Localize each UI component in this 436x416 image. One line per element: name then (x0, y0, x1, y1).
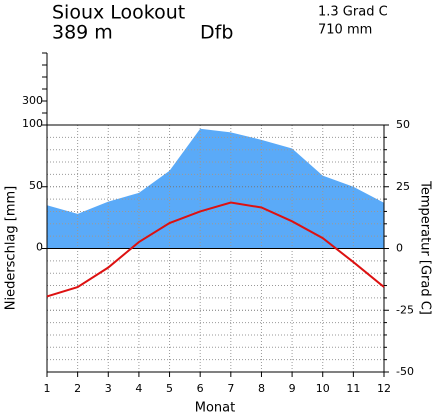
y2-tick-label: -25 (396, 303, 414, 316)
y-tick-label: 0 (36, 241, 43, 254)
x-axis-label: Monat (195, 401, 235, 416)
x-tick-label: 4 (135, 382, 142, 395)
x-tick-label: 9 (289, 382, 296, 395)
y-tick-label: 50 (29, 179, 43, 192)
x-tick-label: 7 (227, 382, 234, 395)
x-tick-label: 8 (258, 382, 265, 395)
temperature-line (46, 201, 385, 298)
x-tick-label: 3 (105, 382, 112, 395)
mean-temperature: 1.3 Grad C (318, 5, 388, 20)
precipitation-area (47, 128, 384, 249)
x-tick-label: 10 (316, 382, 330, 395)
x-tick-label: 5 (166, 382, 173, 395)
x-tick-label: 12 (377, 382, 391, 395)
x-tick-label: 2 (74, 382, 81, 395)
x-tick-label: 1 (44, 382, 51, 395)
y2-tick-label: 25 (396, 180, 410, 193)
annual-precipitation: 710 mm (318, 23, 372, 38)
x-tick-label: 6 (197, 382, 204, 395)
station-name: Sioux Lookout (52, 2, 185, 24)
y2-tick-label: 0 (396, 242, 403, 255)
elevation: 389 m (52, 22, 113, 44)
y2-tick-label: 50 (396, 118, 410, 131)
y2-tick-label: -50 (396, 365, 414, 378)
y-upper-tick-label: 300 (22, 94, 43, 107)
x-tick-label: 11 (346, 382, 360, 395)
y2-axis-label: Temperatur [Grad C] (418, 180, 433, 315)
y-axis-label: Niederschlag [mm] (4, 186, 19, 311)
y-tick-label: 100 (22, 117, 43, 130)
climate-class: Dfb (200, 22, 233, 44)
